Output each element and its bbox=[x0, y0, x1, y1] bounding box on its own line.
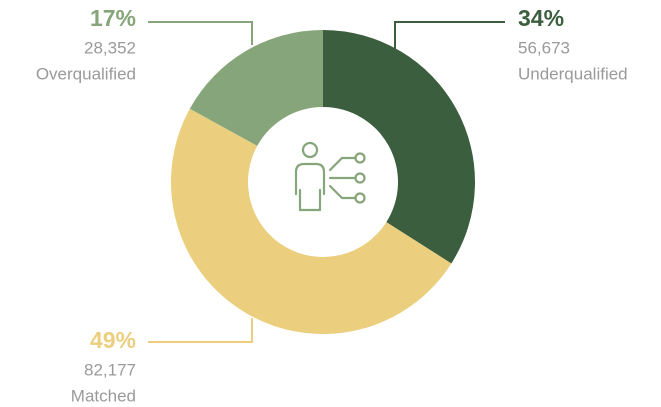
value-label: 49% bbox=[90, 327, 136, 353]
center-icon bbox=[294, 141, 366, 212]
leader-line bbox=[148, 318, 253, 343]
pie-slice bbox=[323, 30, 476, 264]
category-label: Matched bbox=[71, 386, 136, 405]
value-label: 17% bbox=[90, 5, 136, 31]
category-label: Overqualified bbox=[36, 64, 136, 83]
count-label: 56,673 bbox=[518, 38, 570, 57]
leader-line bbox=[148, 21, 253, 45]
leader-line bbox=[394, 21, 505, 50]
value-label: 34% bbox=[518, 5, 564, 31]
count-label: 82,177 bbox=[84, 360, 136, 379]
pie-slice bbox=[189, 30, 323, 146]
category-label: Underqualified bbox=[518, 64, 628, 83]
count-label: 28,352 bbox=[84, 38, 136, 57]
pie-slice bbox=[170, 108, 452, 335]
